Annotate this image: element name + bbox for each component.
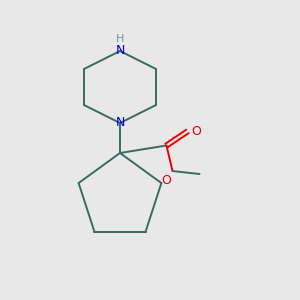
Text: H: H	[116, 34, 124, 44]
Text: N: N	[115, 44, 125, 58]
Text: O: O	[191, 125, 201, 138]
Text: O: O	[161, 174, 171, 187]
Text: N: N	[115, 116, 125, 130]
